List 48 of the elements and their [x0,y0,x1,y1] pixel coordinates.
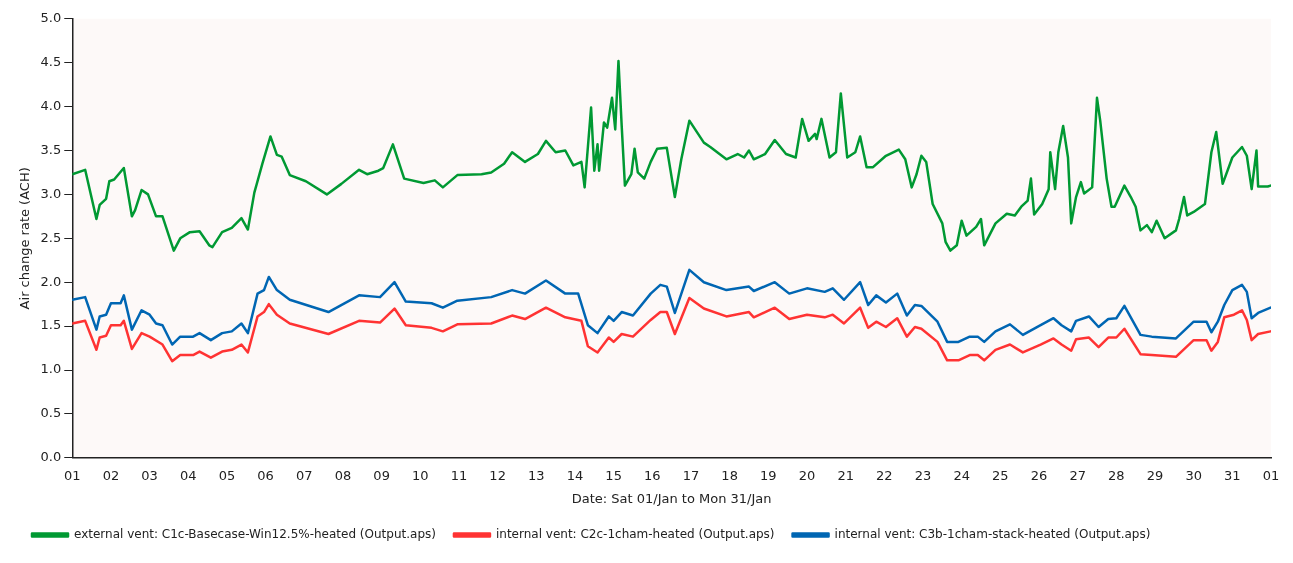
x-tick-label: 23 [914,467,932,483]
y-tick-label: 2.5 [40,229,62,245]
x-tick-label: 20 [798,467,816,483]
x-tick-label: 06 [257,467,274,483]
y-tick-label: 1.5 [40,317,62,333]
x-tick-label: 26 [1030,467,1048,483]
y-tick-label: 2.0 [40,273,62,289]
x-tick-label: 24 [953,467,970,483]
x-tick-label: 31 [1224,467,1241,483]
x-tick-label: 09 [373,467,390,483]
x-tick-label: 19 [760,467,777,483]
x-tick-label: 12 [489,467,506,483]
x-tick-label: 14 [566,467,584,483]
x-tick-label: 07 [296,467,313,483]
y-tick-label: 3.5 [40,141,62,157]
x-tick-label: 11 [450,467,468,483]
y-tick-label: 4.0 [40,97,62,113]
x-tick-label: 17 [682,467,700,483]
y-tick-label: 4.5 [40,54,62,70]
x-tick-label: 25 [992,467,1009,483]
x-tick-label: 27 [1069,467,1086,483]
x-tick-label: 03 [141,467,158,483]
x-tick-label: 01 [64,467,81,483]
x-tick-label: 02 [102,467,120,483]
legend-label: internal vent: C2c-1cham-heated (Output.aps) [495,527,775,542]
x-tick-label: 04 [180,467,197,483]
x-tick-label: 01 [1262,467,1280,483]
x-tick-label: 22 [876,467,893,483]
x-tick-label: 29 [1146,467,1164,483]
y-tick-label: 1.0 [40,361,62,377]
x-tick-label: 15 [605,467,622,483]
y-tick-label: 5.0 [40,10,62,26]
x-tick-label: 18 [721,467,738,483]
x-tick-label: 21 [837,467,854,483]
legend-label: external vent: C1c-Basecase-Win12.5%-heated (Output.aps) [74,527,436,542]
x-axis-title: Date: Sat 01/Jan to Mon 31/Jan [571,490,772,506]
x-tick-label: 08 [334,467,352,483]
y-tick-label: 0.0 [40,449,62,465]
x-tick-label: 10 [412,467,429,483]
y-axis-title: Air change rate (ACH) [17,167,33,310]
x-tick-label: 28 [1108,467,1125,483]
x-tick-label: 16 [644,467,661,483]
legend-label: internal vent: C3b-1cham-stack-heated (Output.aps) [834,527,1151,542]
x-tick-label: 30 [1185,467,1202,483]
x-tick-label: 05 [218,467,236,483]
y-tick-label: 3.0 [40,185,62,201]
x-tick-label: 13 [528,467,545,483]
y-tick-label: 0.5 [40,405,62,421]
